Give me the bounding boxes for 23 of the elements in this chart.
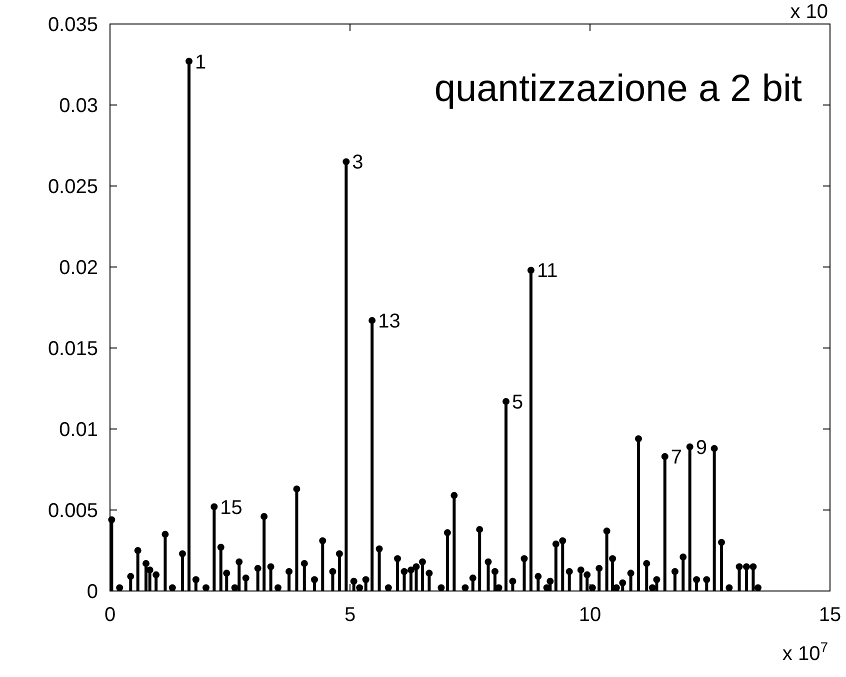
annotation: 11 bbox=[536, 260, 558, 282]
y-tick-label: 0.015 bbox=[48, 338, 98, 360]
text: x 10$^{7}$ bbox=[782, 639, 828, 665]
text: quantizzazione a 2 bit bbox=[434, 68, 802, 110]
x-tick-label: 5 bbox=[344, 604, 356, 626]
annotation: 5 bbox=[512, 391, 524, 414]
annotation: 15 bbox=[220, 496, 242, 519]
y-tick-label: 0 bbox=[86, 581, 98, 603]
x-tick-label: 15 bbox=[818, 604, 842, 626]
y-tick-label: 0.035 bbox=[48, 14, 98, 36]
annotation: 3 bbox=[352, 152, 364, 174]
y-tick-label: 0.025 bbox=[48, 176, 98, 198]
annotation: 13 bbox=[378, 310, 400, 332]
x-tick-label: 10 bbox=[578, 604, 602, 626]
y-tick-label: 0.01 bbox=[59, 419, 98, 441]
y-tick-label: 0.02 bbox=[59, 257, 98, 279]
x-tick-label: 0 bbox=[104, 604, 116, 626]
text: x 10 bbox=[790, 1, 828, 23]
y-tick-label: 0.03 bbox=[59, 95, 98, 117]
annotation: 1 bbox=[195, 51, 206, 74]
annotation: 7 bbox=[670, 446, 682, 469]
y-tick-label: 0.005 bbox=[48, 500, 98, 522]
annotation: 9 bbox=[696, 436, 707, 459]
